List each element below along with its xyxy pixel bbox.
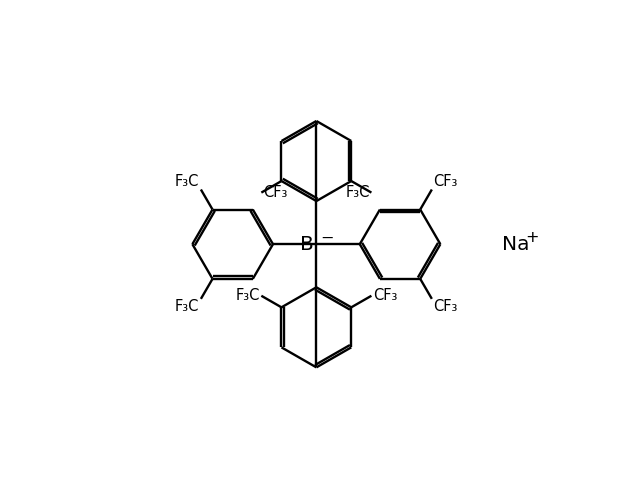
Text: Na: Na bbox=[502, 235, 530, 254]
Text: F₃C: F₃C bbox=[175, 174, 199, 189]
Text: B: B bbox=[300, 235, 313, 254]
Text: F₃C: F₃C bbox=[175, 299, 199, 314]
Text: F₃C: F₃C bbox=[236, 288, 260, 303]
Text: CF₃: CF₃ bbox=[263, 185, 287, 200]
Text: +: + bbox=[525, 230, 539, 245]
Text: −: − bbox=[320, 230, 333, 245]
Text: CF₃: CF₃ bbox=[433, 174, 458, 189]
Text: F₃C: F₃C bbox=[346, 185, 370, 200]
Text: CF₃: CF₃ bbox=[373, 288, 397, 303]
Text: CF₃: CF₃ bbox=[433, 299, 458, 314]
